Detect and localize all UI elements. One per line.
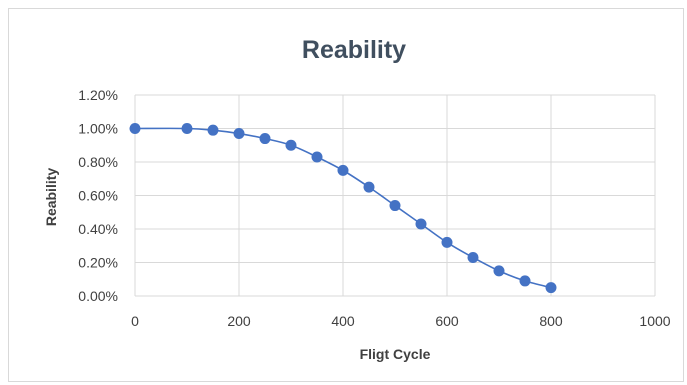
y-tick-label: 1.20% — [78, 87, 118, 103]
y-tick-label: 0.00% — [78, 288, 118, 304]
data-point — [207, 124, 219, 136]
series-line — [134, 127, 552, 289]
x-tick-label: 0 — [131, 313, 139, 329]
y-axis-title: Reability — [43, 168, 59, 227]
chart-title: Reability — [302, 36, 406, 64]
data-point — [311, 151, 323, 163]
y-axis-ticks: 0.00% 0.20% 0.40% 0.60% 0.80% 1.00% 1.20% — [78, 87, 118, 304]
data-point — [493, 265, 505, 277]
data-point — [259, 133, 271, 145]
y-tick-label: 1.00% — [78, 121, 118, 137]
x-axis-ticks: 0 200 400 600 800 1000 — [131, 313, 671, 329]
x-tick-label: 800 — [539, 313, 563, 329]
y-tick-label: 0.20% — [78, 255, 118, 271]
data-point — [337, 164, 349, 176]
x-tick-label: 400 — [331, 313, 355, 329]
data-point — [519, 275, 531, 287]
data-point — [545, 282, 557, 294]
data-point — [389, 200, 401, 212]
data-point — [441, 236, 453, 248]
x-axis-title: Fligt Cycle — [360, 346, 431, 362]
series-group — [129, 123, 557, 294]
x-tick-label: 200 — [227, 313, 251, 329]
x-tick-label: 600 — [435, 313, 459, 329]
x-tick-label: 1000 — [639, 313, 670, 329]
y-tick-label: 0.80% — [78, 154, 118, 170]
data-point — [285, 139, 297, 151]
data-point — [129, 123, 141, 134]
y-tick-label: 0.40% — [78, 221, 118, 237]
y-tick-label: 0.60% — [78, 188, 118, 204]
data-point — [363, 181, 375, 193]
data-point — [415, 218, 427, 230]
data-point — [233, 128, 245, 140]
data-point — [181, 123, 193, 134]
data-point — [467, 251, 479, 263]
